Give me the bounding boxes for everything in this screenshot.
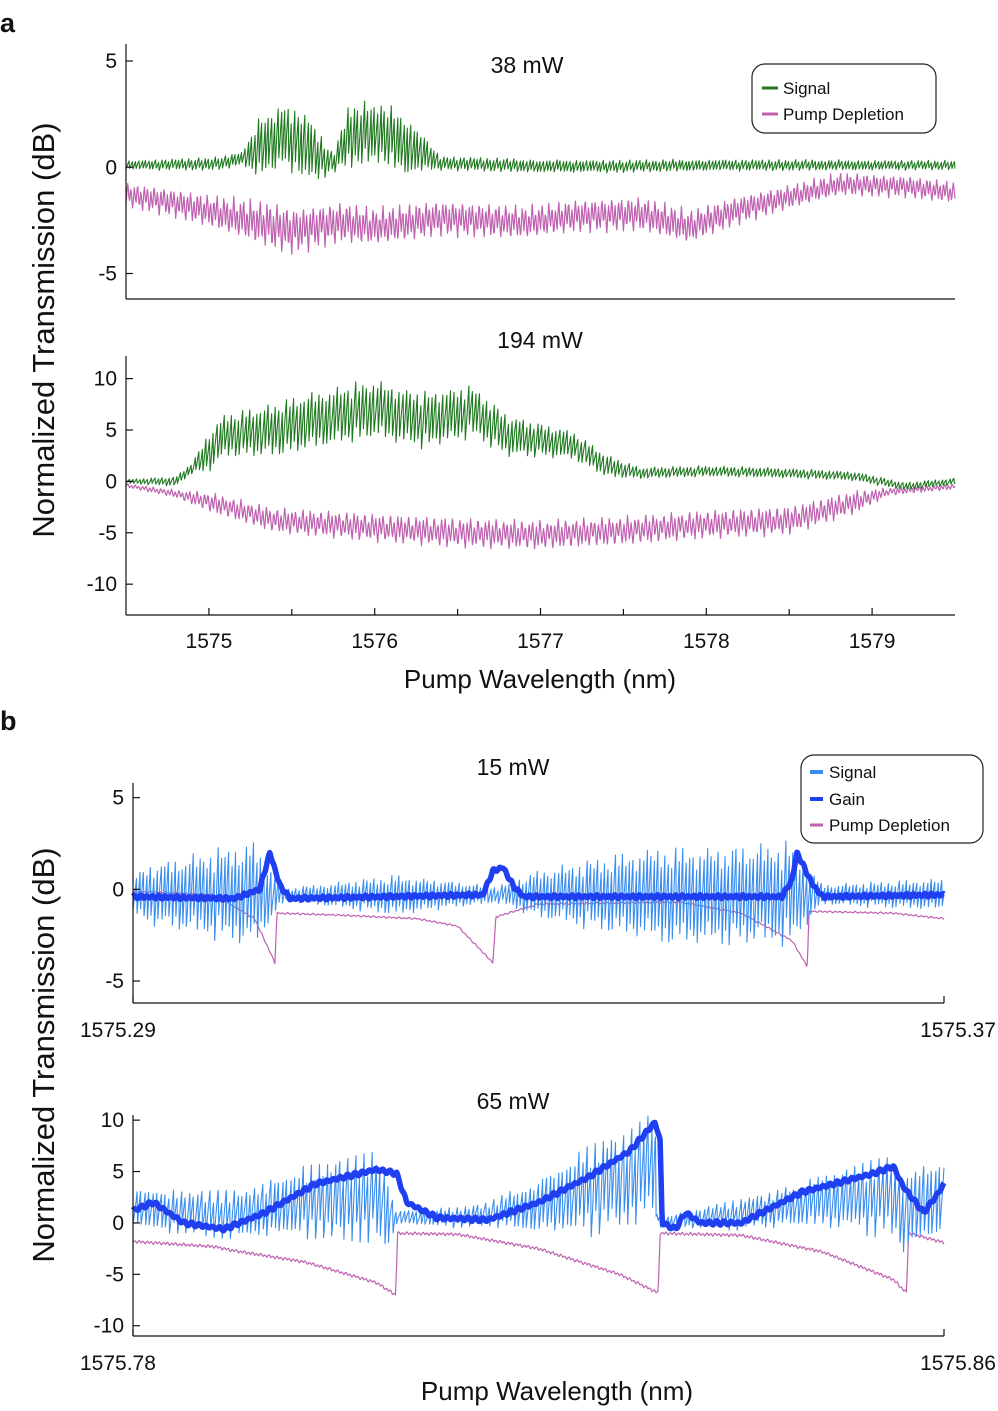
- chart-b1: 15 mW 5 0 -5 1575.29 1575.37 Signal Gain Pum…: [80, 754, 996, 1042]
- legend-label-pump-depletion: Pump Depletion: [783, 105, 904, 124]
- series-pump-depletion: [125, 173, 956, 255]
- x-tick-label: 1576: [351, 630, 398, 653]
- y-tick-label: -5: [98, 263, 117, 286]
- chart-title: 194 mW: [497, 327, 583, 353]
- series-layer: [130, 840, 947, 967]
- legend-label-signal: Signal: [783, 79, 830, 98]
- series-signal: [125, 381, 956, 490]
- y-tick-label: -5: [98, 522, 117, 545]
- y-axis-label-b: Normalized Transmission (dB): [26, 847, 61, 1262]
- series-signal: [125, 100, 956, 180]
- legend-box: [800, 754, 984, 844]
- y-tick-label: -10: [94, 1315, 124, 1338]
- legend: Signal Gain Pump Depletion: [800, 754, 984, 844]
- axis-layer: 5 0 -5 1575.29 1575.37: [80, 783, 996, 1042]
- chart-title: 15 mW: [477, 754, 550, 780]
- y-tick-label: 5: [105, 419, 117, 442]
- chart-a1: 38 mW 5 0 -5 Signal Pump Depletion: [98, 44, 956, 300]
- x-tick-label: 1578: [683, 630, 730, 653]
- legend-box: [751, 63, 937, 134]
- series-layer: [125, 381, 956, 550]
- series-signal: [132, 840, 945, 947]
- x-axis-label-b: Pump Wavelength (nm): [421, 1376, 693, 1406]
- series-gain: [130, 849, 947, 903]
- x-tick-label: 1575.29: [80, 1019, 156, 1042]
- y-axis-label-a: Normalized Transmission (dB): [26, 122, 61, 537]
- chart-title: 65 mW: [477, 1088, 550, 1114]
- y-tick-label: -10: [87, 573, 117, 596]
- chart-title: 38 mW: [491, 52, 564, 78]
- chart-b2: 65 mW 10 5 0 -5 -10 1575.78 1575.86: [80, 1088, 996, 1375]
- legend-label-gain: Gain: [829, 790, 865, 809]
- panel-label-b: b: [0, 706, 17, 736]
- x-tick-label: 1575.37: [920, 1019, 996, 1042]
- axis-layer: 10 5 0 -5 -10 1575.78 1575.86: [80, 1109, 996, 1375]
- y-tick-label: 5: [112, 1161, 124, 1184]
- legend: Signal Pump Depletion: [751, 63, 937, 134]
- y-tick-label: -5: [105, 1263, 124, 1286]
- y-tick-label: 10: [101, 1109, 124, 1132]
- chart-a2: 194 mW 10 5 0 -5 -10 1575 1576 1577 1578 1579: [87, 327, 956, 653]
- y-tick-label: 10: [94, 368, 117, 391]
- series-gain: [130, 1119, 947, 1234]
- axis-layer: 5 0 -5: [98, 44, 955, 300]
- series-pump-depletion: [132, 1231, 945, 1296]
- series-layer: [130, 1115, 947, 1296]
- x-tick-label: 1579: [849, 630, 896, 653]
- y-tick-label: 0: [112, 1212, 124, 1235]
- series-pump-depletion: [125, 483, 956, 550]
- x-axis-label-a: Pump Wavelength (nm): [404, 664, 676, 694]
- legend-label-signal: Signal: [829, 763, 876, 782]
- legend-label-pump-depletion: Pump Depletion: [829, 816, 950, 835]
- y-tick-label: 5: [105, 50, 117, 73]
- series-layer: [125, 100, 956, 255]
- x-tick-label: 1575.78: [80, 1352, 156, 1375]
- panel-label-a: a: [0, 8, 16, 38]
- x-tick-label: 1575: [186, 630, 233, 653]
- x-tick-label: 1575.86: [920, 1352, 996, 1375]
- y-tick-label: 0: [105, 470, 117, 493]
- x-tick-label: 1577: [517, 630, 564, 653]
- y-tick-label: 5: [112, 787, 124, 810]
- y-tick-label: 0: [105, 156, 117, 179]
- y-tick-label: 0: [112, 878, 124, 901]
- axis-layer: 10 5 0 -5 -10 1575 1576 1577 1578 1579: [87, 356, 955, 653]
- y-tick-label: -5: [105, 970, 124, 993]
